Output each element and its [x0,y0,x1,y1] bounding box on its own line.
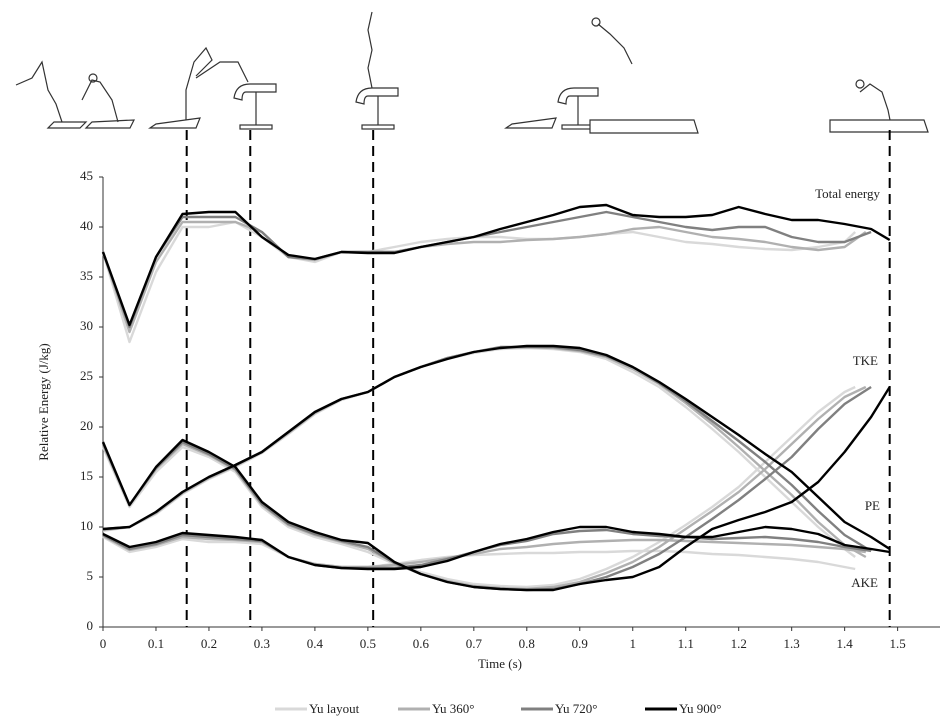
x-tick-label: 1.5 [889,636,905,651]
legend-label: Yu 360° [432,701,474,716]
landing-mat [829,119,929,133]
x-tick-label: 1.3 [784,636,800,651]
x-tick-label: 0.8 [519,636,535,651]
gymnast-head [591,17,601,27]
energy-line [101,220,867,334]
energy-line [101,203,891,327]
y-tick-label: 30 [80,318,93,333]
energy-line [101,385,872,592]
y-tick-label: 45 [80,168,93,183]
energy-line [102,534,866,569]
energy-line [102,525,890,571]
gymnast-head [855,79,865,89]
y-tick-label: 15 [80,468,93,483]
y-tick-label: 10 [80,518,93,533]
legend-item: Yu 720° [521,701,597,716]
gymnast [15,60,63,123]
x-tick-label: 0.4 [307,636,324,651]
gymnast [81,79,119,123]
landing-mat [589,119,699,134]
energy-line [101,210,872,329]
x-tick-label: 0.2 [201,636,217,651]
x-tick-label: 1.4 [837,636,854,651]
y-tick-label: 5 [87,568,94,583]
plot-area: 0 5 10 15 20 25 30 35 40 45 0 0.1 0.2 0.3 0.4 0.5 0.6 0.7… [80,130,940,651]
x-tick-label: 1.2 [731,636,747,651]
legend-label: Yu 900° [679,701,721,716]
gymnast [859,83,891,121]
energy-line [102,346,856,558]
x-tick-label: 0.5 [360,636,376,651]
gymnast-head [88,73,98,83]
gymnast [367,11,373,89]
vault-table [233,83,277,101]
curve-label: Total energy [815,186,880,201]
energy-line [101,386,891,592]
x-tick-label: 0.3 [254,636,270,651]
legend-label: Yu 720° [555,701,597,716]
vault-base [239,124,273,130]
curve-label: AKE [851,575,878,590]
x-tick-label: 0.7 [466,636,483,651]
x-tick-label: 0.9 [572,636,588,651]
vault-base [561,124,595,130]
springboard [148,117,201,129]
x-tick-label: 1 [629,636,636,651]
energy-line [101,385,867,591]
y-axis-label: Relative Energy (J/kg) [36,343,51,460]
gymnast [597,23,633,65]
gymnast [195,61,249,83]
y-tick-label: 35 [80,268,93,283]
legend-label: Yu layout [309,701,360,716]
legend-item: Yu 900° [645,701,721,716]
curve-label: PE [865,498,880,513]
y-tick-label: 40 [80,218,93,233]
curve-label: TKE [853,353,878,368]
energy-line [101,385,856,589]
y-tick-label: 20 [80,418,93,433]
x-tick-label: 0.1 [148,636,164,651]
x-tick-label: 1.1 [678,636,694,651]
springboard [84,119,135,129]
x-axis-label: Time (s) [478,656,522,671]
vault-illustrations [15,11,929,134]
legend-item: Yu 360° [398,701,474,716]
energy-line [102,535,856,571]
x-tick-label: 0 [100,636,107,651]
y-tick-label: 25 [80,368,93,383]
legend-item: Yu layout [275,701,360,716]
vault-base [361,124,395,130]
x-tick-label: 0.6 [413,636,430,651]
gymnast [185,46,213,120]
springboard [46,121,88,129]
vault-table [355,87,399,105]
energy-line [102,344,891,551]
energy-line [102,345,872,553]
springboard [504,117,557,129]
y-tick-label: 0 [87,618,94,633]
